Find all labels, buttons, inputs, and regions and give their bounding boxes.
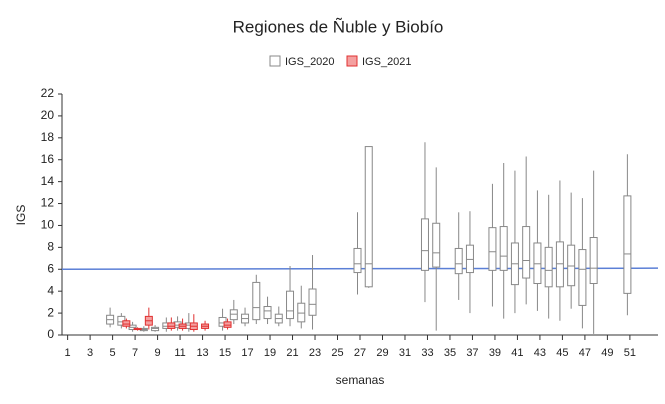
x-tick-label: 33 (421, 347, 433, 359)
box (488, 227, 497, 271)
x-tick-label: 27 (354, 347, 366, 359)
y-tick-label: 14 (41, 174, 55, 188)
x-tick-label: 47 (579, 347, 591, 359)
legend-swatch (269, 55, 281, 67)
legend-swatch (346, 55, 358, 67)
x-tick-label: 39 (489, 347, 501, 359)
x-tick-label: 3 (87, 347, 93, 359)
x-tick-label: 23 (309, 347, 321, 359)
box (263, 306, 272, 320)
box (578, 249, 587, 306)
legend-label: IGS_2020 (285, 56, 335, 68)
box (567, 244, 576, 287)
box (420, 218, 429, 271)
box (223, 321, 232, 328)
x-tick-label: 49 (601, 347, 613, 359)
y-tick-label: 22 (41, 86, 55, 100)
box (499, 226, 508, 271)
x-tick-label: 29 (376, 347, 388, 359)
box (252, 281, 261, 321)
x-tick-label: 21 (286, 347, 298, 359)
x-tick-label: 11 (174, 347, 185, 359)
box (555, 241, 564, 288)
x-tick-label: 7 (132, 347, 138, 359)
y-tick-label: 4 (47, 283, 54, 297)
box (364, 146, 373, 288)
y-axis-title: IGS (14, 205, 28, 226)
x-tick-label: 25 (331, 347, 343, 359)
x-tick-label: 35 (444, 347, 456, 359)
x-tick-label: 37 (466, 347, 478, 359)
x-tick-label: 9 (155, 347, 161, 359)
box (454, 247, 463, 275)
x-tick-label: 13 (196, 347, 208, 359)
box (308, 288, 317, 316)
y-tick-label: 12 (41, 196, 55, 210)
y-tick-label: 2 (47, 305, 54, 319)
box (544, 246, 553, 288)
x-tick-label: 41 (511, 347, 523, 359)
box (286, 290, 295, 320)
box (353, 247, 362, 274)
y-tick-label: 10 (41, 218, 55, 232)
box (465, 244, 474, 274)
x-tick-label: 45 (556, 347, 568, 359)
box (229, 309, 238, 321)
x-tick-label: 51 (624, 347, 636, 359)
box (297, 302, 306, 323)
box (432, 222, 441, 268)
y-tick-label: 20 (41, 108, 55, 122)
x-tick-label: 5 (110, 347, 116, 359)
box (623, 195, 632, 294)
box (533, 242, 542, 285)
x-tick-label: 17 (241, 347, 253, 359)
y-tick-label: 8 (47, 240, 54, 254)
box (167, 322, 176, 329)
x-tick-label: 19 (264, 347, 276, 359)
box (151, 326, 160, 332)
box (122, 320, 131, 327)
x-tick-label: 31 (399, 347, 411, 359)
chart-title: Regiones de Ñuble y Biobío (233, 17, 444, 36)
y-tick-label: 0 (47, 327, 54, 341)
y-tick-label: 6 (47, 261, 54, 275)
x-tick-label: 43 (534, 347, 546, 359)
x-tick-label: 1 (65, 347, 71, 359)
y-tick-label: 18 (41, 130, 55, 144)
x-axis-title: semanas (336, 373, 385, 387)
box (589, 237, 598, 285)
x-tick-label: 15 (219, 347, 231, 359)
y-tick-label: 16 (41, 152, 55, 166)
legend-label: IGS_2021 (362, 56, 412, 68)
box (522, 226, 531, 279)
